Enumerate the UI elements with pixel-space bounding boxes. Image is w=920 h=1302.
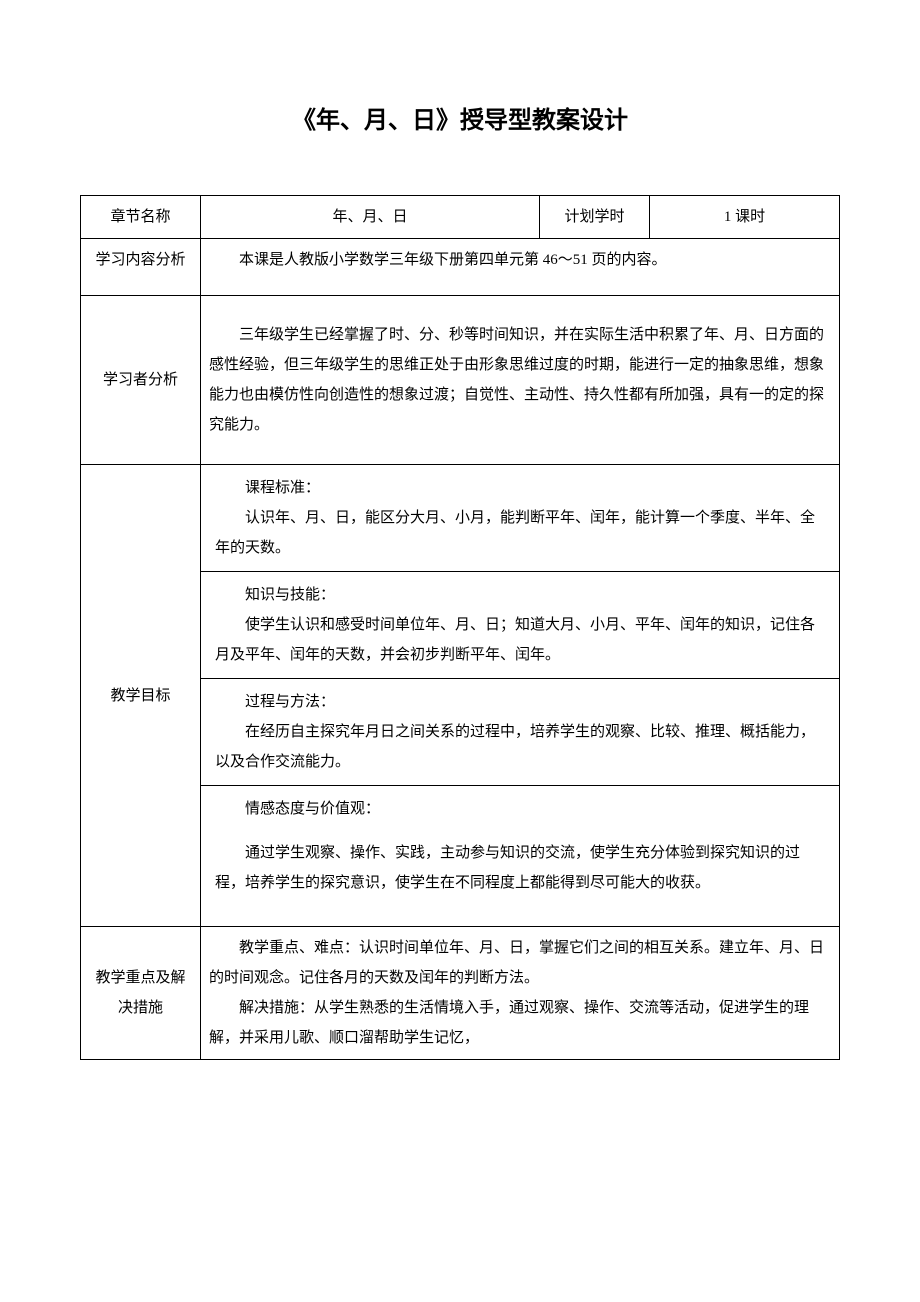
goal-heading: 过程与方法：: [215, 687, 825, 717]
chapter-name-label: 章节名称: [81, 196, 201, 239]
table-row: 章节名称 年、月、日 计划学时 1 课时: [81, 196, 840, 239]
goal-body: 使学生认识和感受时间单位年、月、日；知道大月、小月、平年、闰年的知识，记住各月及…: [215, 610, 825, 670]
table-row: 教学目标 课程标准： 认识年、月、日，能区分大月、小月，能判断平年、闰年，能计算…: [81, 465, 840, 927]
plan-hours-value: 1 课时: [650, 196, 840, 239]
lesson-plan-table: 章节名称 年、月、日 计划学时 1 课时 学习内容分析 本课是人教版小学数学三年…: [80, 195, 840, 1060]
table-row: 教学重点及解决措施 教学重点、难点：认识时间单位年、月、日，掌握它们之间的相互关…: [81, 927, 840, 1060]
content-analysis-text: 本课是人教版小学数学三年级下册第四单元第 46～51 页的内容。: [209, 245, 831, 275]
goal-body: 在经历自主探究年月日之间关系的过程中，培养学生的观察、比较、推理、概括能力，以及…: [215, 717, 825, 777]
learner-analysis-text: 三年级学生已经掌握了时、分、秒等时间知识，并在实际生活中积累了年、月、日方面的感…: [209, 320, 831, 440]
goal-section-knowledge: 知识与技能： 使学生认识和感受时间单位年、月、日；知道大月、小月、平年、闰年的知…: [201, 572, 839, 679]
goal-section-standard: 课程标准： 认识年、月、日，能区分大月、小月，能判断平年、闰年，能计算一个季度、…: [201, 465, 839, 572]
teaching-goal-label: 教学目标: [81, 465, 201, 927]
keypoint-value: 教学重点、难点：认识时间单位年、月、日，掌握它们之间的相互关系。建立年、月、日的…: [201, 927, 840, 1060]
goal-section-process: 过程与方法： 在经历自主探究年月日之间关系的过程中，培养学生的观察、比较、推理、…: [201, 679, 839, 786]
learner-analysis-label: 学习者分析: [81, 296, 201, 465]
plan-hours-label: 计划学时: [540, 196, 650, 239]
content-analysis-label: 学习内容分析: [81, 239, 201, 296]
learner-analysis-value: 三年级学生已经掌握了时、分、秒等时间知识，并在实际生活中积累了年、月、日方面的感…: [201, 296, 840, 465]
goal-heading: 情感态度与价值观：: [215, 794, 825, 824]
page-title: 《年、月、日》授导型教案设计: [80, 100, 840, 135]
chapter-name-value: 年、月、日: [201, 196, 540, 239]
goal-heading: 课程标准：: [215, 473, 825, 503]
goal-heading: 知识与技能：: [215, 580, 825, 610]
content-analysis-value: 本课是人教版小学数学三年级下册第四单元第 46～51 页的内容。: [201, 239, 840, 296]
goal-section-emotion: 情感态度与价值观： 通过学生观察、操作、实践，主动参与知识的交流，使学生充分体验…: [201, 786, 839, 926]
keypoint-para2: 解决措施：从学生熟悉的生活情境入手，通过观察、操作、交流等活动，促进学生的理解，…: [209, 993, 831, 1053]
document-page: 《年、月、日》授导型教案设计 章节名称 年、月、日 计划学时 1 课时 学习内容…: [0, 0, 920, 1302]
table-row: 学习者分析 三年级学生已经掌握了时、分、秒等时间知识，并在实际生活中积累了年、月…: [81, 296, 840, 465]
keypoint-label: 教学重点及解决措施: [81, 927, 201, 1060]
teaching-goal-cell: 课程标准： 认识年、月、日，能区分大月、小月，能判断平年、闰年，能计算一个季度、…: [201, 465, 840, 927]
table-row: 学习内容分析 本课是人教版小学数学三年级下册第四单元第 46～51 页的内容。: [81, 239, 840, 296]
goal-body: 认识年、月、日，能区分大月、小月，能判断平年、闰年，能计算一个季度、半年、全年的…: [215, 503, 825, 563]
keypoint-para1: 教学重点、难点：认识时间单位年、月、日，掌握它们之间的相互关系。建立年、月、日的…: [209, 933, 831, 993]
goal-body: 通过学生观察、操作、实践，主动参与知识的交流，使学生充分体验到探究知识的过程，培…: [215, 838, 825, 898]
